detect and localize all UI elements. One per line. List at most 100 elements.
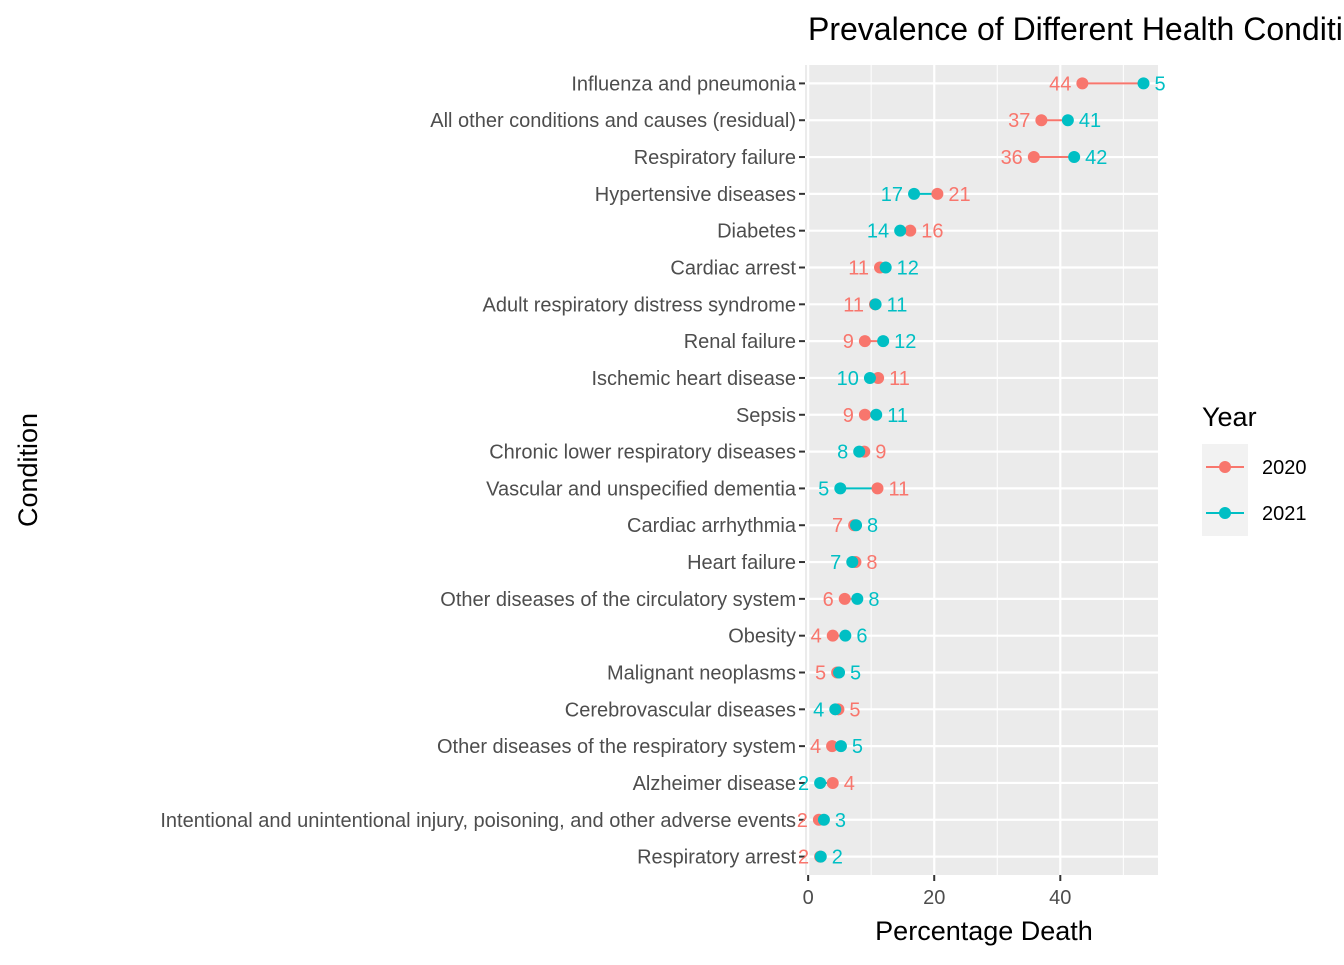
- legend-key-background: [1202, 444, 1248, 536]
- value-label: 12: [897, 258, 919, 280]
- category-label: Influenza and pneumonia: [571, 73, 796, 95]
- category-label: Chronic lower respiratory diseases: [489, 442, 796, 464]
- category-label: Vascular and unspecified dementia: [486, 478, 797, 500]
- value-label: 12: [894, 331, 916, 353]
- legend-label: 2020: [1262, 457, 1307, 479]
- point-2021: [814, 776, 827, 789]
- category-label: Renal failure: [684, 331, 796, 353]
- point-2021: [853, 445, 866, 458]
- point-2020: [871, 482, 884, 495]
- value-label: 2: [798, 773, 809, 795]
- category-label: Alzheimer disease: [633, 773, 796, 795]
- value-label: 11: [888, 478, 909, 500]
- category-label: Intentional and unintentional injury, po…: [160, 810, 796, 832]
- category-label: Ischemic heart disease: [591, 368, 796, 390]
- point-2021: [1061, 114, 1074, 127]
- category-label: Other diseases of the circulatory system: [440, 589, 796, 611]
- chart-title: Prevalence of Different Health Condition…: [808, 11, 1344, 47]
- point-2021: [833, 666, 846, 679]
- value-label: 7: [830, 552, 841, 574]
- point-2020: [826, 629, 839, 642]
- legend-title: Year: [1202, 402, 1257, 432]
- value-label: 5: [849, 699, 860, 721]
- value-label: 41: [1079, 110, 1101, 132]
- category-label: Sepsis: [736, 405, 796, 427]
- value-label: 2: [832, 847, 843, 869]
- category-label: Cerebrovascular diseases: [565, 699, 796, 721]
- category-label: Hypertensive diseases: [595, 184, 796, 206]
- point-2021: [846, 556, 859, 569]
- value-label: 8: [867, 515, 878, 537]
- point-2020: [1027, 151, 1040, 164]
- point-2021: [829, 703, 842, 716]
- value-label: 5: [1155, 73, 1166, 95]
- x-tick-label: 40: [1049, 887, 1071, 909]
- category-label: Heart failure: [687, 552, 796, 574]
- value-label: 3: [835, 810, 846, 832]
- point-2021: [863, 371, 876, 384]
- point-2020: [826, 776, 839, 789]
- value-label: 4: [813, 699, 824, 721]
- value-label: 17: [881, 184, 903, 206]
- point-2021: [850, 519, 863, 532]
- value-label: 11: [889, 368, 910, 390]
- point-2021: [1137, 77, 1150, 90]
- value-label: 2: [798, 847, 809, 869]
- plot-marks: [812, 77, 1150, 863]
- point-2020: [838, 592, 851, 605]
- point-2020: [858, 335, 871, 348]
- value-label: 10: [837, 368, 859, 390]
- value-label: 8: [868, 589, 879, 611]
- category-label: Respiratory arrest: [637, 847, 796, 869]
- point-2021: [839, 629, 852, 642]
- value-label: 11: [843, 294, 864, 316]
- plot-panel: [805, 65, 1158, 875]
- value-label: 2: [797, 810, 808, 832]
- category-label: Respiratory failure: [634, 147, 796, 169]
- x-axis-title: Percentage Death: [875, 916, 1093, 946]
- point-2021: [869, 298, 882, 311]
- point-2021: [894, 224, 907, 237]
- category-label: All other conditions and causes (residua…: [430, 110, 796, 132]
- value-label: 42: [1085, 147, 1107, 169]
- category-label: Diabetes: [717, 221, 796, 243]
- x-tick-label: 0: [803, 887, 814, 909]
- point-2021: [834, 740, 847, 753]
- point-2021: [814, 850, 827, 863]
- value-label: 5: [852, 736, 863, 758]
- y-axis-title: Condition: [13, 413, 43, 527]
- value-label: 9: [843, 331, 854, 353]
- point-2021: [834, 482, 847, 495]
- point-2020: [1076, 77, 1089, 90]
- category-label: Other diseases of the respiratory system: [437, 736, 796, 758]
- point-2021: [908, 187, 921, 200]
- value-label: 5: [850, 663, 861, 685]
- value-label: 11: [848, 258, 869, 280]
- category-label: Cardiac arrest: [670, 258, 796, 280]
- value-label: 6: [823, 589, 834, 611]
- legend-label: 2021: [1262, 503, 1307, 525]
- value-label: 6: [856, 626, 867, 648]
- x-tick-label: 20: [923, 887, 945, 909]
- point-2020: [1035, 114, 1048, 127]
- point-2021: [879, 261, 892, 274]
- point-2020: [826, 740, 839, 753]
- legend-key-point: [1219, 507, 1231, 519]
- value-label: 21: [948, 184, 970, 206]
- legend: Year 2020 2021: [1202, 402, 1307, 536]
- value-label: 14: [867, 221, 889, 243]
- value-label: 44: [1049, 73, 1071, 95]
- value-label: 4: [811, 626, 822, 648]
- value-label: 36: [1001, 147, 1023, 169]
- value-label: 11: [887, 294, 908, 316]
- value-label: 7: [832, 515, 843, 537]
- point-2021: [851, 592, 864, 605]
- category-label: Adult respiratory distress syndrome: [483, 294, 796, 316]
- value-label: 16: [921, 221, 943, 243]
- point-2021: [877, 335, 890, 348]
- category-label: Obesity: [728, 626, 796, 648]
- value-label: 9: [875, 442, 886, 464]
